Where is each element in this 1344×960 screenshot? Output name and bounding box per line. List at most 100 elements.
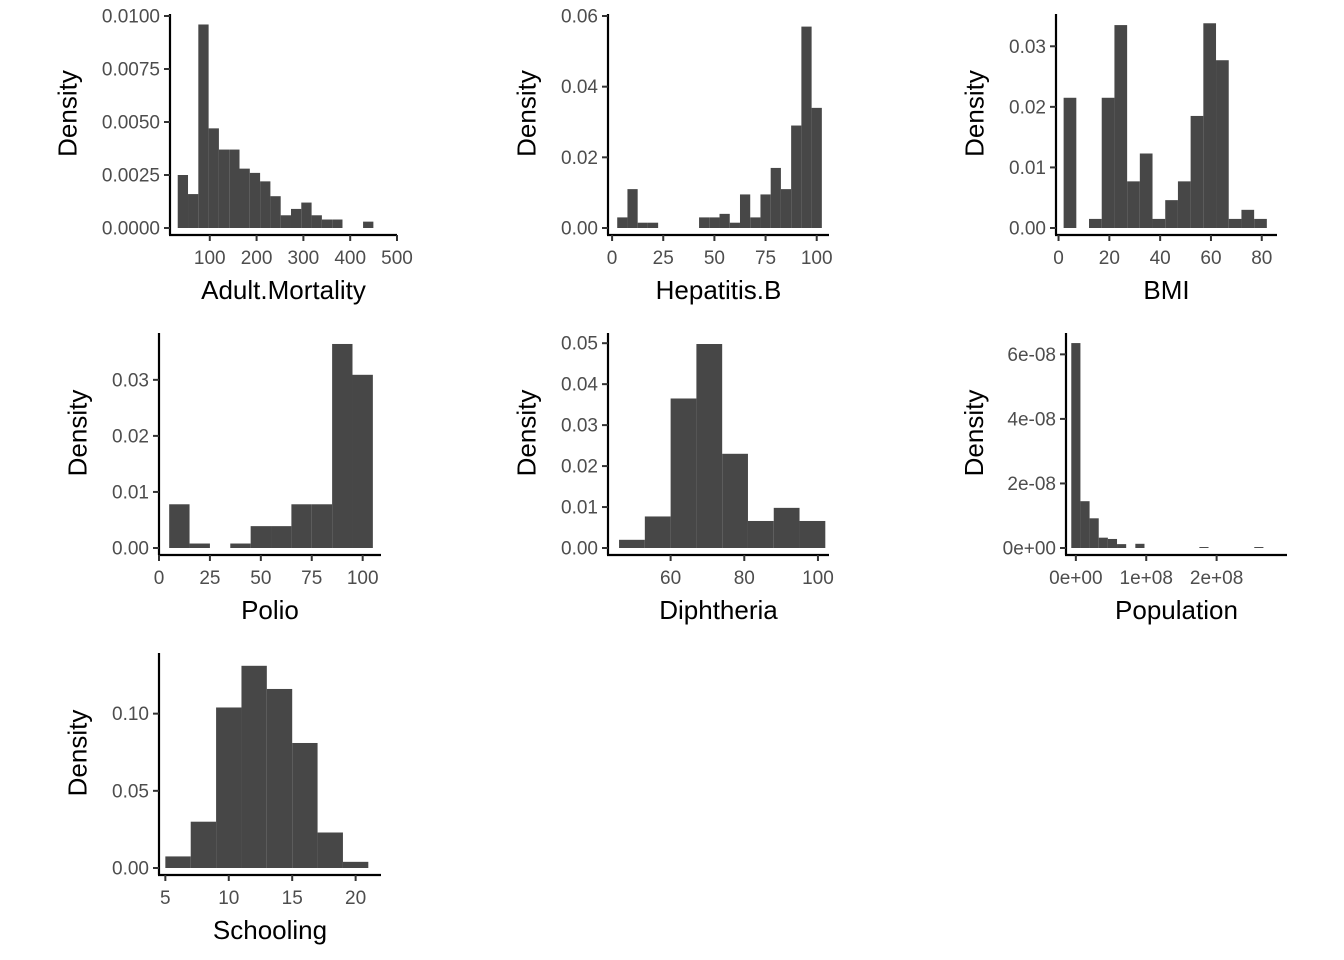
x-tick-label: 50: [250, 568, 271, 589]
histogram-bar: [1114, 25, 1128, 229]
histogram-bar: [1216, 60, 1229, 228]
histogram-bar: [1089, 218, 1102, 228]
histogram-bar: [722, 453, 748, 548]
histogram-bar: [169, 504, 190, 548]
histogram-bar: [241, 665, 267, 868]
x-axis-title: Polio: [241, 595, 299, 625]
histogram-bar: [342, 861, 369, 868]
histogram-bar: [801, 26, 812, 228]
histogram-bar: [249, 172, 261, 228]
histogram-bar: [750, 217, 761, 228]
histogram-bar: [317, 832, 343, 868]
histogram-bar: [165, 856, 191, 868]
histogram-bar: [1098, 537, 1108, 548]
y-axis-title: Density: [512, 390, 542, 477]
x-axis-title: Hepatitis.B: [656, 275, 782, 305]
x-tick-label: 200: [241, 248, 273, 269]
histogram-bar: [198, 24, 209, 229]
histogram-bar: [709, 217, 720, 228]
y-axis-title: Density: [63, 710, 93, 797]
histogram-bar: [1117, 544, 1127, 548]
x-tick-label: 15: [282, 888, 303, 909]
histogram-bar: [773, 507, 800, 548]
x-tick-label: 20: [345, 888, 366, 909]
histogram-bar: [619, 539, 645, 548]
histogram-bar: [321, 219, 333, 228]
histogram-bar: [270, 196, 281, 228]
y-tick-label: 0.00: [112, 539, 149, 560]
x-tick-label: 1e+08: [1120, 568, 1173, 589]
x-axis-title: BMI: [1143, 275, 1189, 305]
y-tick-label: 0.04: [561, 77, 598, 98]
x-tick-label: 75: [755, 248, 776, 269]
histogram-bar: [1139, 153, 1153, 228]
histogram-bar: [291, 504, 312, 548]
x-tick-label: 80: [734, 568, 755, 589]
y-tick-label: 0.02: [561, 148, 598, 169]
histogram-bar: [1241, 209, 1255, 228]
x-tick-label: 75: [301, 568, 322, 589]
histogram-bar: [1101, 97, 1115, 229]
histogram-bar: [266, 688, 293, 868]
histogram-bar: [311, 215, 322, 228]
histogram-bar: [1063, 97, 1077, 229]
histogram-bar: [230, 543, 251, 548]
x-tick-label: 0: [1053, 248, 1064, 269]
histogram-bar: [637, 222, 648, 228]
histogram-bar: [260, 181, 271, 228]
histogram-bar: [791, 125, 802, 228]
histogram-bar: [363, 221, 374, 228]
x-tick-label: 0: [607, 248, 618, 269]
histogram-panel-2: 0.00 0.02 0.04 0.06 0 25 50 75 100 Hepatitis.B Den…: [512, 7, 833, 306]
histogram-bar: [644, 516, 671, 548]
histogram-bar: [1080, 501, 1090, 548]
histogram-bar: [1135, 543, 1145, 548]
histogram-panel-3: 0.00 0.01 0.02 0.03 0 20 40 60 80 BMI Density: [960, 14, 1277, 305]
histogram-bar: [216, 707, 242, 868]
y-tick-label: 4e-08: [1007, 409, 1056, 430]
histogram-bar: [250, 526, 272, 548]
x-tick-label: 5: [160, 888, 171, 909]
x-tick-label: 300: [288, 248, 320, 269]
histogram-bar: [739, 194, 751, 228]
histogram-bar: [699, 217, 710, 228]
histogram-bar: [280, 215, 291, 228]
histogram-panel-5: 0.00 0.01 0.02 0.03 0.04 0.05 60 80 100 Diphtheri…: [512, 333, 834, 625]
y-axis-title: Density: [63, 390, 93, 477]
y-tick-label: 0.01: [112, 482, 149, 503]
x-tick-label: 100: [347, 568, 379, 589]
x-tick-label: 100: [802, 568, 834, 589]
histogram-bar: [352, 374, 373, 548]
y-tick-label: 0.00: [561, 539, 598, 560]
histogram-bar: [292, 742, 318, 868]
y-tick-label: 2e-08: [1007, 474, 1056, 495]
histogram-bar: [311, 504, 333, 548]
y-tick-label: 0.01: [561, 498, 598, 519]
x-tick-label: 20: [1099, 248, 1120, 269]
histogram-panel-4: 0.00 0.01 0.02 0.03 0 25 50 75 100 Polio Density: [63, 333, 381, 625]
histogram-bar: [301, 202, 312, 228]
histogram-bar: [747, 520, 774, 548]
x-tick-label: 10: [218, 888, 239, 909]
histogram-bar: [1199, 547, 1209, 548]
histogram-bar: [696, 344, 723, 548]
y-tick-label: 0.04: [561, 375, 598, 396]
y-tick-label: 0.0075: [102, 60, 160, 81]
y-axis-title: Density: [52, 70, 82, 157]
x-tick-label: 40: [1150, 248, 1171, 269]
histogram-bar: [1107, 538, 1118, 548]
histogram-bar: [627, 189, 638, 228]
histogram-bar: [332, 219, 343, 228]
x-tick-label: 0e+00: [1049, 568, 1102, 589]
y-tick-label: 0e+00: [1003, 539, 1056, 560]
histogram-bar: [1089, 518, 1099, 548]
histogram-bar: [208, 128, 219, 228]
y-tick-label: 0.00: [112, 859, 149, 880]
histogram-bar: [239, 168, 250, 228]
histogram-bar: [770, 167, 781, 228]
y-tick-label: 0.02: [1009, 97, 1046, 118]
y-tick-label: 0.03: [1009, 37, 1046, 58]
y-tick-label: 0.00: [1009, 219, 1046, 240]
x-tick-label: 60: [1200, 248, 1221, 269]
